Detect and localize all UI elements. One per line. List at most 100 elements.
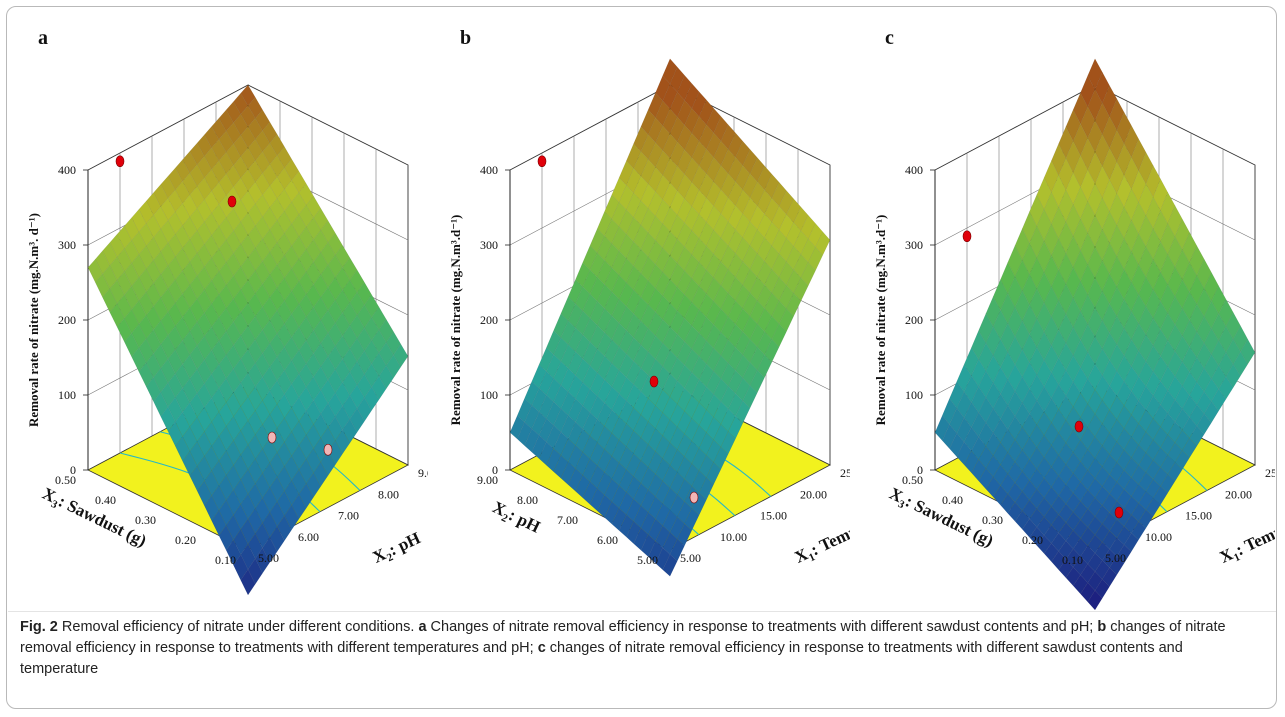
x-tick-label: 8.00 <box>378 487 399 501</box>
caption-key-a: a <box>418 619 427 635</box>
y-axis-label: X3: Sawdust (g) <box>885 484 996 553</box>
surface-cell <box>124 217 140 241</box>
surface-cell <box>626 143 642 169</box>
surface-cell <box>626 453 642 477</box>
surface-cell <box>247 558 263 585</box>
surface-cell <box>145 259 161 284</box>
x-axis-sub: 2 <box>385 551 396 564</box>
surface-cell <box>1036 497 1052 518</box>
chart-panel-b: 0 100 200 300 400 Removal rate of nitrate (mg… <box>430 10 850 610</box>
surface-cell <box>604 409 620 434</box>
z-tick-label: 300 <box>905 238 923 252</box>
z-tick-label: 0 <box>917 463 923 477</box>
x-tick-label: 5.00 <box>1105 551 1126 565</box>
surface-cell <box>949 432 965 458</box>
surface-cell <box>196 155 212 179</box>
surface-cell <box>1051 495 1067 515</box>
surface-cell <box>1000 493 1016 514</box>
surface-cell <box>1058 503 1074 523</box>
surface-cell <box>1051 550 1067 571</box>
surface-cell <box>978 397 994 423</box>
surface-cell <box>211 139 227 162</box>
surface-cell <box>218 499 234 526</box>
surface-cell <box>546 448 562 473</box>
surface-cell <box>167 302 183 327</box>
surface-cell <box>196 335 212 360</box>
y-tick-label: 0.50 <box>902 473 923 487</box>
z-tick-label: 100 <box>905 388 923 402</box>
z-axis-label: Removal rate of nitrate (mg.N.m³.d⁻¹) <box>873 215 888 426</box>
surface-cell <box>963 450 979 474</box>
surface-cell <box>225 539 241 566</box>
surface-cell <box>626 265 642 291</box>
z-tick-label: 400 <box>480 163 498 177</box>
x-tick-label: 15.00 <box>760 509 787 523</box>
surface-cell <box>633 224 649 250</box>
surface-cell <box>1007 390 1023 417</box>
surface-cell <box>626 289 642 315</box>
y-tick-label: 0.10 <box>215 553 236 567</box>
y-axis-label: X3: Sawdust (g) <box>38 484 149 553</box>
surface-cell <box>1087 590 1103 610</box>
y-tick-label: 5.00 <box>637 553 658 567</box>
surface-cell <box>1225 363 1241 388</box>
design-point <box>323 443 333 456</box>
x-tick-label: 9.00 <box>418 466 428 480</box>
y-tick-label: 0.10 <box>1062 553 1083 567</box>
surface-cell <box>182 450 198 477</box>
surface-cell <box>204 470 220 496</box>
surface-cell <box>1014 490 1030 511</box>
surface-cell <box>196 221 212 245</box>
y-tick-label: 0.50 <box>55 473 76 487</box>
surface-cell <box>1065 566 1081 587</box>
surface-cell <box>1051 357 1067 385</box>
surface-cell <box>640 304 656 329</box>
x-tick-label: 6.00 <box>298 530 319 544</box>
surface-cell <box>349 407 365 433</box>
surface-cell <box>211 271 227 295</box>
surface-cell <box>963 426 979 452</box>
surface-cell <box>538 347 554 372</box>
response-surface <box>509 58 831 577</box>
surface-cell <box>1051 475 1067 496</box>
figure-frame <box>6 6 1277 709</box>
x-axis-sub: 1 <box>1232 551 1242 564</box>
y-axis-sub: 3 <box>896 498 907 511</box>
panel-label: b <box>460 27 471 49</box>
surface-cell <box>131 231 147 255</box>
x-axis-label: X2: pH <box>370 528 425 569</box>
z-tick-label: 200 <box>905 313 923 327</box>
surface-cell <box>102 288 118 313</box>
surface-cell <box>1058 369 1074 397</box>
surface-cell <box>153 391 169 417</box>
surface-cell <box>626 168 642 194</box>
x-tick-label: 25.00 <box>840 466 850 480</box>
surface-chart-c: 0 100 200 300 400 Removal rate of nitrate (mg… <box>873 27 1275 610</box>
z-tick-label: 0 <box>70 463 76 477</box>
surface-cell <box>618 185 634 211</box>
surface-cell <box>633 437 649 461</box>
x-tick-label: 10.00 <box>1145 530 1172 544</box>
caption-key-c: c <box>537 640 546 656</box>
surface-cell <box>116 317 132 343</box>
y-tick-label: 8.00 <box>517 493 538 507</box>
y-axis-sub: 3 <box>49 498 60 511</box>
y-axis-name: : pH <box>506 505 544 536</box>
surface-cell <box>662 158 678 184</box>
surface-cell <box>131 347 147 373</box>
surface-cell <box>1043 371 1059 399</box>
caption-key-b: b <box>1097 619 1107 635</box>
surface-cell <box>204 280 220 304</box>
surface-chart-b: 0 100 200 300 400 Removal rate of nitrate (mg… <box>448 27 850 577</box>
surface-cell <box>1065 530 1081 550</box>
x-tick-label: 5.00 <box>258 551 279 565</box>
surface-cell <box>662 487 678 511</box>
surface-cell <box>1109 519 1125 539</box>
z-tick-label: 400 <box>905 163 923 177</box>
surface-cell <box>204 235 220 259</box>
design-points <box>115 155 333 456</box>
surface-cell <box>1051 143 1067 176</box>
z-axis-label: Removal rate of nitrate (mg.N.m³. d⁻¹) <box>26 213 41 427</box>
surface-cell <box>626 407 642 431</box>
surface-cell <box>633 344 649 369</box>
